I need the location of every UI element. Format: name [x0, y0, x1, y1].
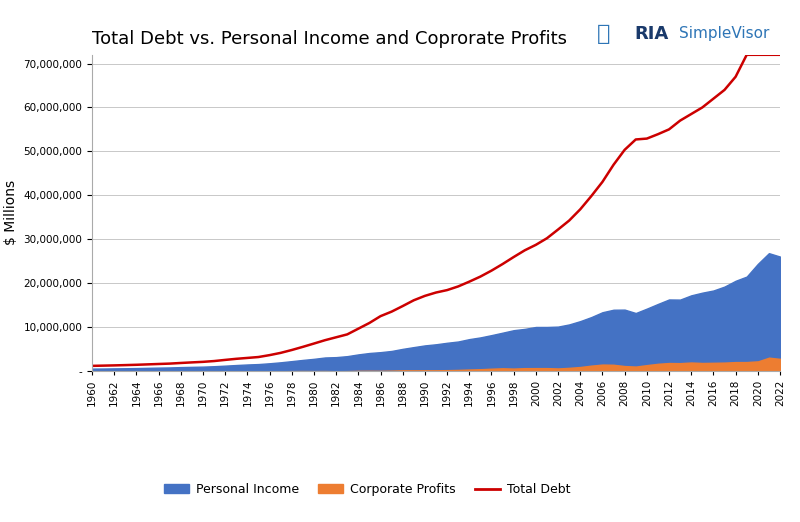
Text: RIA: RIA: [635, 25, 669, 43]
Text: Total Debt vs. Personal Income and Coprorate Profits: Total Debt vs. Personal Income and Copro…: [92, 30, 567, 48]
Text: SimpleVisor: SimpleVisor: [679, 27, 769, 41]
Y-axis label: $ Millions: $ Millions: [4, 180, 18, 245]
Legend: Personal Income, Corporate Profits, Total Debt: Personal Income, Corporate Profits, Tota…: [158, 478, 576, 501]
Text: 🦅: 🦅: [598, 24, 610, 44]
